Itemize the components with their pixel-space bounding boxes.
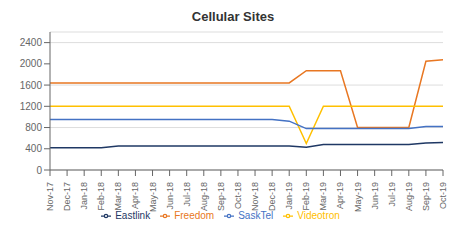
svg-text:Feb-18: Feb-18: [96, 182, 106, 211]
html-text:Videotron: Videotron: [297, 210, 340, 221]
html-text:Freedom: Freedom: [174, 210, 215, 221]
svg-text:Sep-19: Sep-19: [421, 182, 431, 211]
svg-text:Jan-19: Jan-19: [284, 182, 294, 210]
svg-text:Jun-19: Jun-19: [370, 182, 380, 210]
html-text:SaskTel: SaskTel: [238, 210, 274, 221]
svg-text:Apr-19: Apr-19: [335, 182, 345, 209]
svg-text:Oct-19: Oct-19: [438, 182, 448, 209]
svg-text:Aug-18: Aug-18: [199, 182, 209, 211]
svg-text:Jan-18: Jan-18: [79, 182, 89, 210]
svg-text:Mar-18: Mar-18: [113, 182, 123, 211]
svg-text:Jun-18: Jun-18: [165, 182, 175, 210]
svg-text:Sep-18: Sep-18: [216, 182, 226, 211]
html-text:Cellular Sites: Cellular Sites: [191, 9, 275, 24]
svg-text:Nov-18: Nov-18: [250, 182, 260, 211]
svg-text:1600: 1600: [20, 80, 43, 91]
svg-text:Jul-19: Jul-19: [387, 182, 397, 207]
svg-text:2000: 2000: [20, 58, 43, 69]
svg-text:Aug-19: Aug-19: [404, 182, 414, 211]
svg-text:Feb-19: Feb-19: [301, 182, 311, 211]
svg-text:2400: 2400: [20, 37, 43, 48]
svg-text:May-19: May-19: [353, 182, 363, 212]
svg-text:Oct-18: Oct-18: [233, 182, 243, 209]
svg-text:Nov-17: Nov-17: [45, 182, 55, 211]
svg-text:Jul-18: Jul-18: [182, 182, 192, 207]
svg-text:Dec-17: Dec-17: [62, 182, 72, 211]
svg-text:Dec-18: Dec-18: [267, 182, 277, 211]
svg-text:Mar-19: Mar-19: [318, 182, 328, 211]
svg-text:400: 400: [25, 143, 42, 154]
svg-text:1200: 1200: [20, 101, 43, 112]
svg-text:800: 800: [25, 122, 42, 133]
svg-text:May-18: May-18: [148, 182, 158, 212]
html-text:Eastlink: Eastlink: [115, 210, 151, 221]
svg-text:Apr-18: Apr-18: [130, 182, 140, 209]
svg-text:0: 0: [36, 165, 42, 176]
